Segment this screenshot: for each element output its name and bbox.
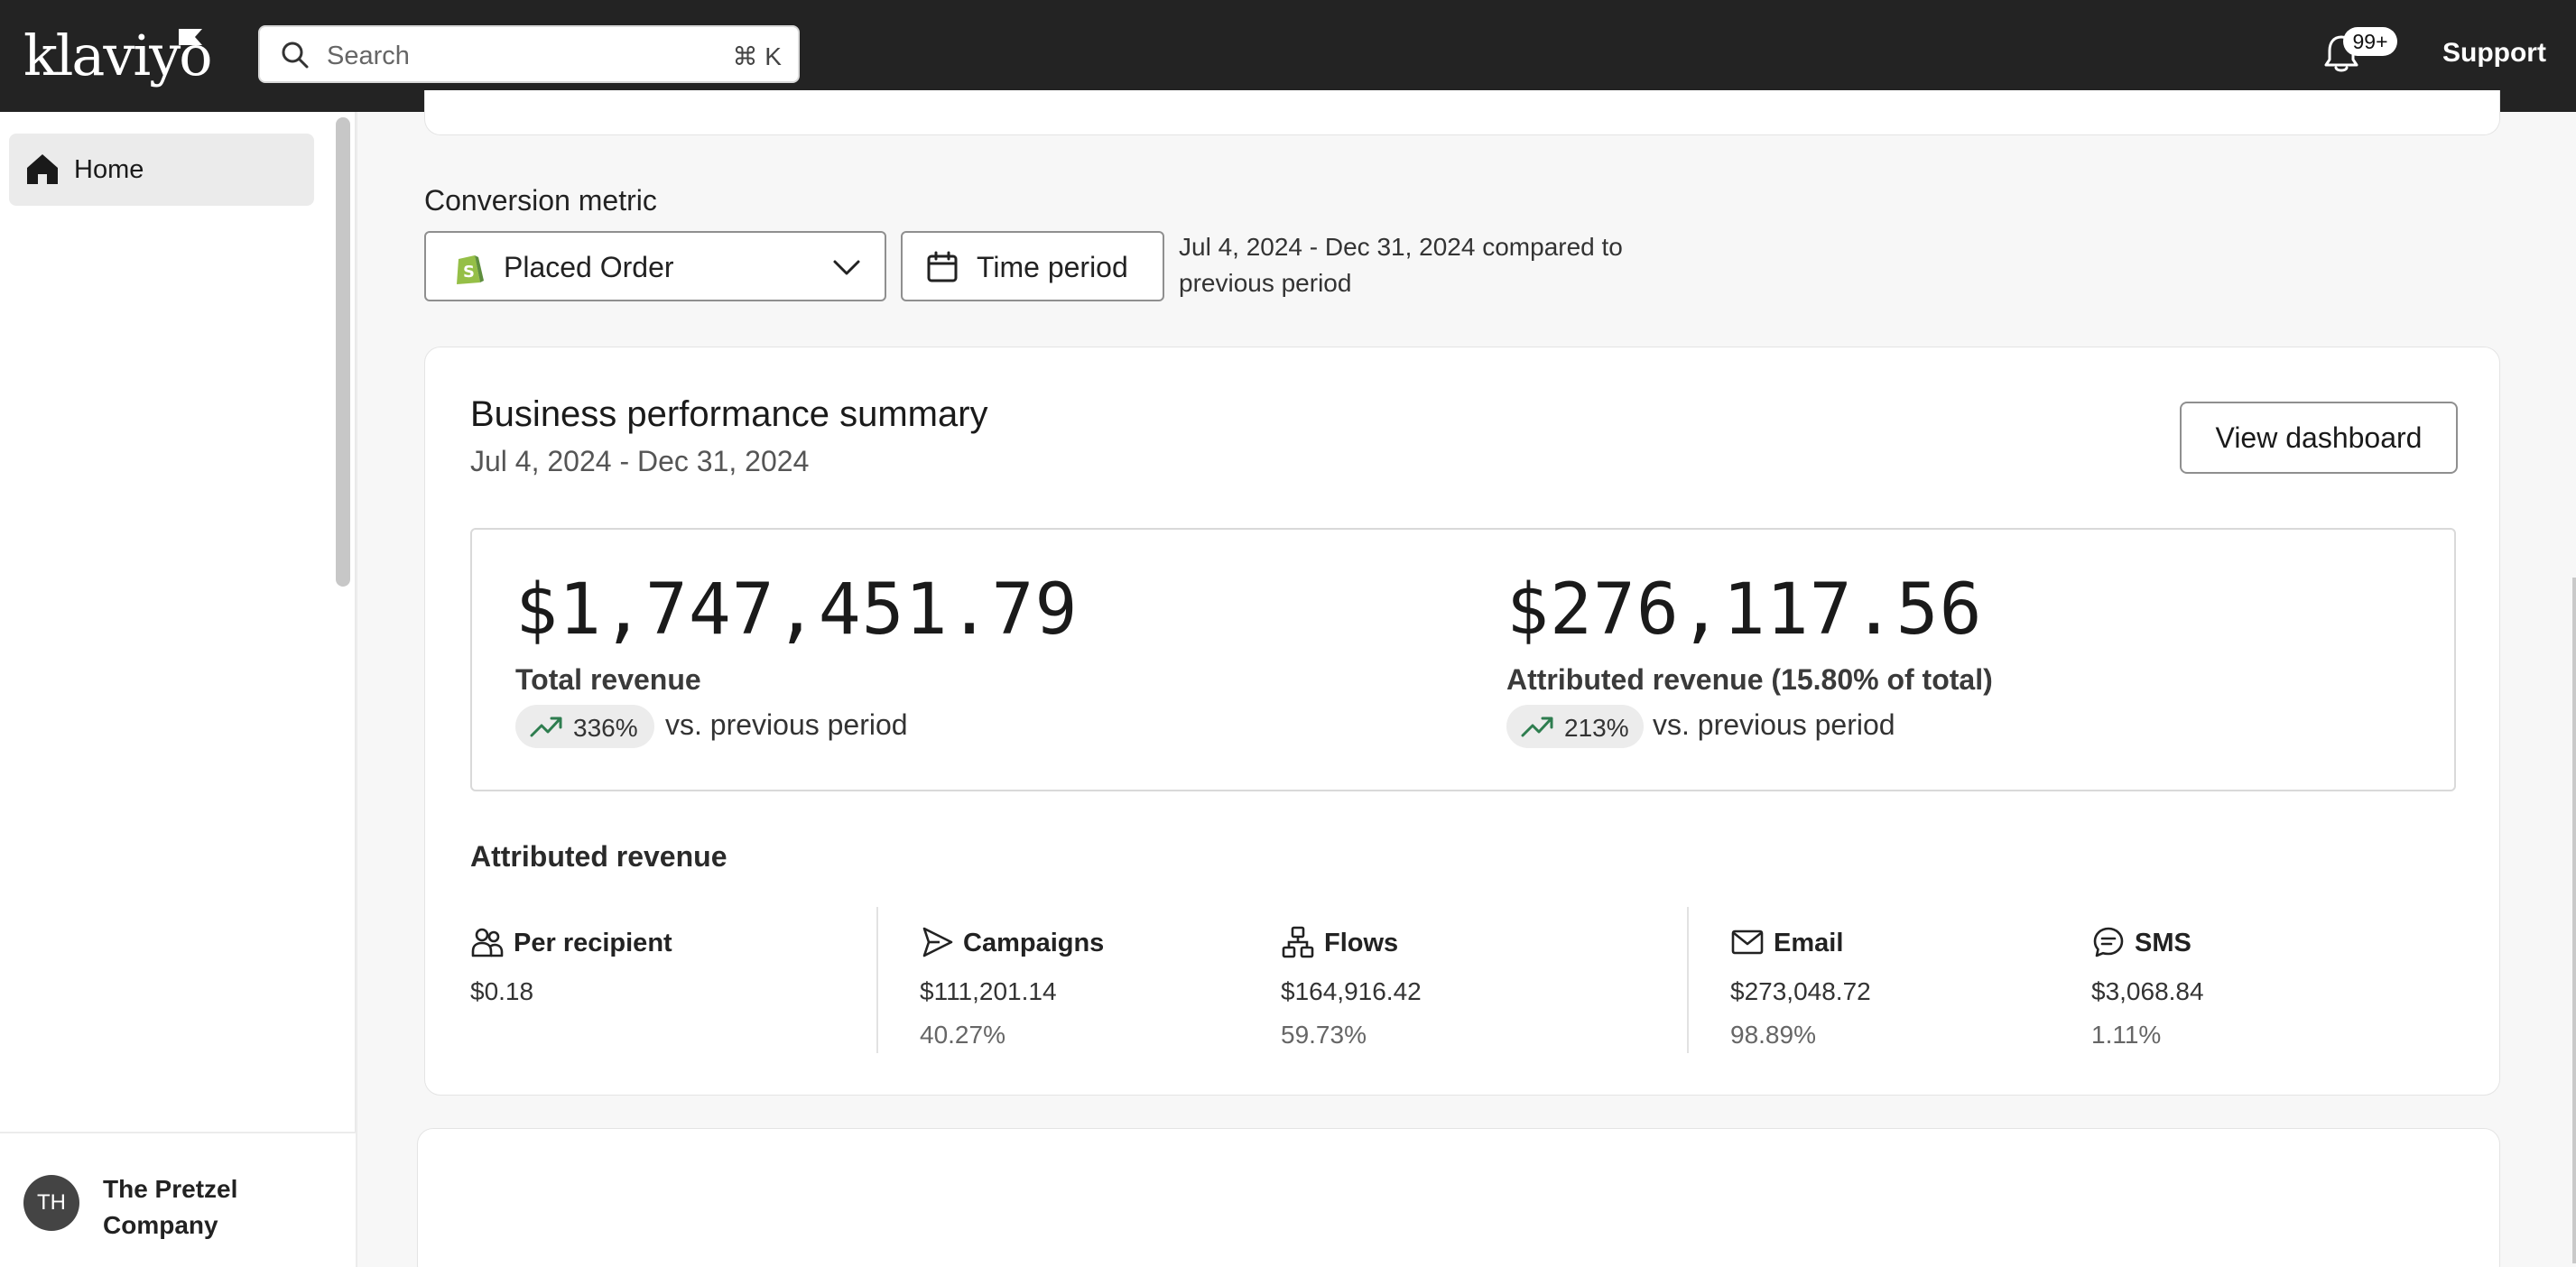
business-performance-card: Business performance summary Jul 4, 2024… (424, 347, 2500, 1096)
stat-value: $273,048.72 (1730, 977, 1871, 1005)
stat-divider (1687, 907, 1689, 1053)
time-period-button[interactable]: Time period (901, 231, 1164, 301)
account-name: The Pretzel Company (103, 1175, 238, 1239)
sidebar-divider (0, 1132, 356, 1133)
avatar: TH (23, 1175, 79, 1231)
stat-share: 40.27% (920, 1021, 1005, 1049)
total-revenue-compare: vs. previous period (665, 708, 908, 741)
chevron-down-icon (833, 260, 860, 275)
trending-up-icon (1521, 717, 1553, 737)
logo-flag-icon (179, 29, 202, 45)
view-dashboard-button[interactable]: View dashboard (2180, 402, 2458, 474)
attributed-revenue-label: Attributed revenue (15.80% of total) (1506, 663, 1993, 696)
sms-icon (2093, 927, 2124, 957)
stat-value: $111,201.14 (920, 977, 1057, 1005)
card-dates: Jul 4, 2024 - Dec 31, 2024 (470, 445, 810, 477)
attributed-revenue-compare: vs. previous period (1653, 708, 1895, 741)
attributed-revenue-section-title: Attributed revenue (470, 840, 727, 873)
attributed-revenue-amount: $276,117.56 (1506, 569, 1983, 651)
search-input[interactable]: Search ⌘ K (258, 25, 800, 83)
stat-share: 98.89% (1730, 1021, 1816, 1049)
stat-name: Per recipient (514, 929, 672, 957)
stat-share: 1.11% (2091, 1021, 2162, 1049)
total-revenue-amount: $1,747,451.79 (515, 569, 1079, 651)
sidebar: Home (0, 112, 330, 1267)
notification-badge: 99+ (2343, 27, 2397, 56)
attributed-revenue-change: 213% (1564, 714, 1629, 742)
attributed-revenue-trend-badge: 213% (1506, 705, 1644, 748)
flow-icon (1282, 926, 1314, 958)
search-shortcut: ⌘ K (732, 42, 782, 70)
total-revenue-label: Total revenue (515, 663, 701, 696)
next-card (417, 1128, 2500, 1267)
sidebar-item-label: Home (74, 155, 144, 184)
recipients-icon (471, 928, 504, 957)
calendar-icon (927, 251, 958, 282)
conversion-metric-label: Conversion metric (424, 184, 657, 217)
total-revenue-change: 336% (573, 714, 638, 742)
search-icon (282, 42, 309, 69)
sidebar-scrollbar-thumb[interactable] (336, 117, 350, 587)
account-switcher[interactable]: TH The Pretzel Company (0, 1133, 356, 1267)
search-placeholder: Search (327, 42, 410, 70)
time-period-label: Time period (977, 251, 1128, 283)
stat-name: SMS (2135, 929, 2191, 957)
support-link[interactable]: Support (2442, 38, 2546, 68)
stat-name: Email (1774, 929, 1844, 957)
total-revenue-trend-badge: 336% (515, 705, 654, 748)
home-icon (27, 154, 58, 184)
sidebar-border (356, 112, 357, 1267)
conversion-metric-value: Placed Order (504, 251, 674, 283)
stat-name: Campaigns (963, 929, 1105, 957)
stat-share: 59.73% (1281, 1021, 1367, 1049)
period-description: Jul 4, 2024 - Dec 31, 2024 compared to p… (1179, 233, 1623, 297)
card-title: Business performance summary (470, 394, 988, 434)
previous-card (424, 90, 2500, 135)
page-scrollbar[interactable] (2572, 578, 2576, 1263)
stat-name: Flows (1324, 929, 1399, 957)
trending-up-icon (530, 717, 562, 737)
send-icon (922, 927, 953, 957)
sidebar-item-home[interactable]: Home (9, 134, 314, 206)
svg-text:S: S (463, 263, 475, 282)
mail-icon (1731, 929, 1764, 955)
stat-value: $0.18 (470, 977, 534, 1005)
shopify-icon: S (457, 255, 484, 284)
revenue-totals-box: $1,747,451.79 Total revenue 336% vs. pre… (470, 528, 2456, 791)
stat-value: $3,068.84 (2091, 977, 2204, 1005)
conversion-metric-select[interactable]: S Placed Order (424, 231, 886, 301)
stat-value: $164,916.42 (1281, 977, 1422, 1005)
stat-divider (876, 907, 878, 1053)
